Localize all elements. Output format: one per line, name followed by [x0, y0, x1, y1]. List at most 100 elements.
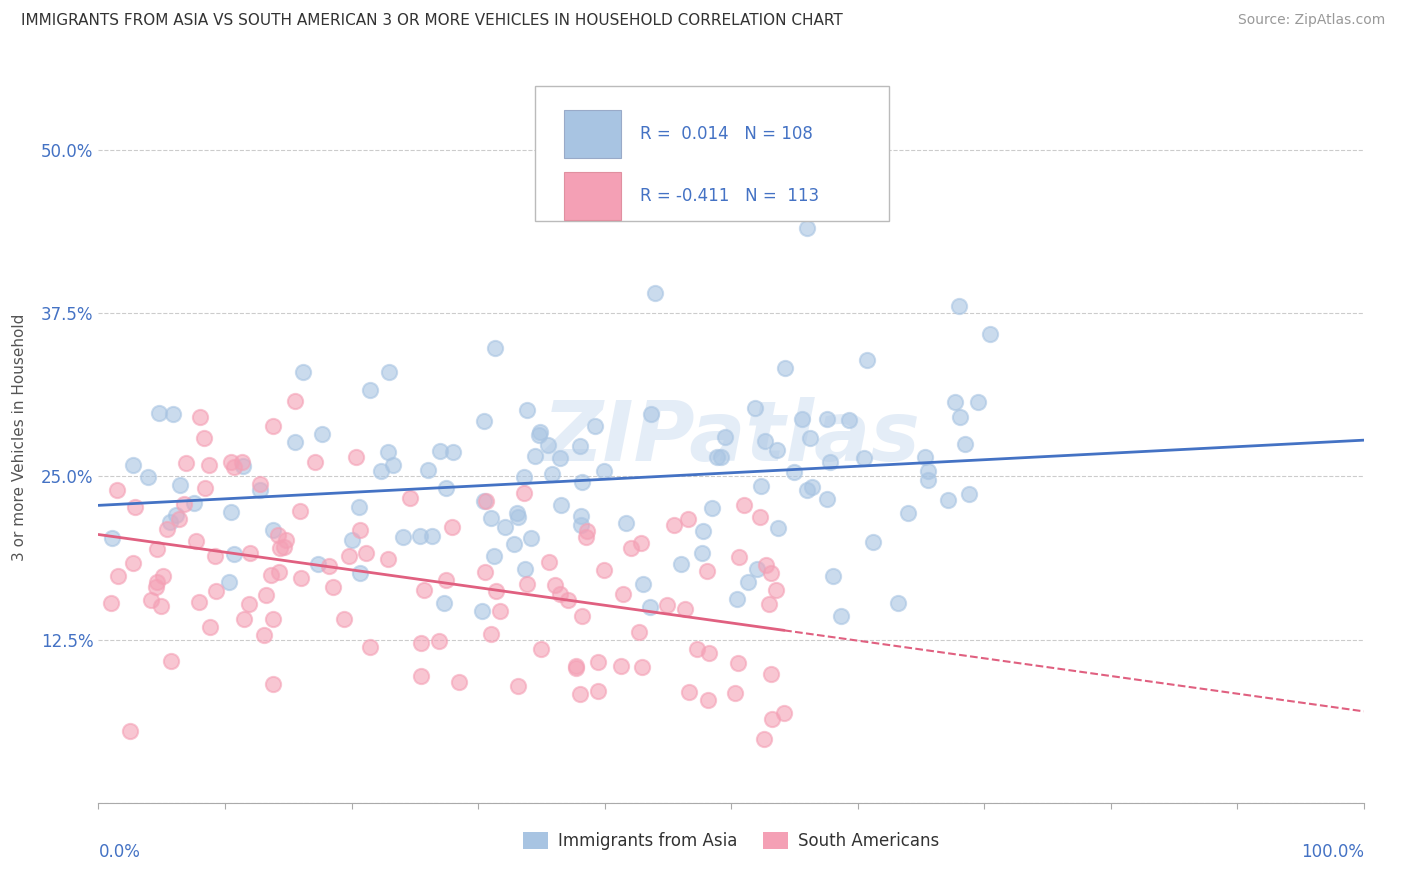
- Point: [565, 659, 588, 673]
- Text: R = -0.411   N =  113: R = -0.411 N = 113: [640, 187, 820, 205]
- Point: [284, 394, 307, 409]
- Point: [238, 597, 260, 611]
- Point: [586, 684, 609, 698]
- Point: [184, 533, 207, 548]
- Point: [564, 661, 586, 675]
- Point: [744, 401, 766, 415]
- Point: [232, 459, 254, 474]
- Y-axis label: 3 or more Vehicles in Household: 3 or more Vehicles in Household: [13, 313, 27, 561]
- Point: [239, 546, 262, 560]
- Point: [347, 500, 370, 515]
- Point: [506, 506, 529, 520]
- Point: [398, 491, 420, 505]
- Point: [474, 494, 496, 508]
- Point: [640, 407, 662, 421]
- Bar: [564, 172, 621, 219]
- Point: [513, 562, 536, 576]
- Point: [332, 612, 354, 626]
- Point: [167, 512, 190, 526]
- Point: [359, 384, 381, 398]
- Point: [105, 483, 128, 497]
- Point: [148, 406, 170, 420]
- Point: [725, 592, 748, 607]
- Text: 0.0%: 0.0%: [98, 843, 141, 861]
- Text: ZIPatlas: ZIPatlas: [543, 397, 920, 477]
- Point: [262, 612, 284, 626]
- Point: [471, 604, 494, 618]
- Text: Source: ZipAtlas.com: Source: ZipAtlas.com: [1237, 13, 1385, 28]
- Point: [790, 412, 813, 426]
- Point: [815, 491, 838, 506]
- Point: [382, 458, 405, 472]
- Point: [612, 587, 634, 601]
- Point: [583, 419, 606, 434]
- Point: [614, 516, 637, 530]
- Point: [224, 459, 246, 474]
- Point: [524, 449, 547, 463]
- Point: [936, 493, 959, 508]
- Point: [631, 660, 654, 674]
- Point: [569, 439, 592, 453]
- Point: [449, 675, 471, 690]
- Point: [815, 412, 838, 426]
- Point: [520, 531, 543, 545]
- Point: [747, 562, 769, 576]
- Point: [222, 547, 245, 561]
- Point: [538, 555, 561, 569]
- Point: [494, 520, 516, 534]
- Point: [249, 476, 271, 491]
- Point: [262, 524, 284, 538]
- Point: [765, 582, 787, 597]
- Point: [610, 659, 633, 673]
- Point: [474, 565, 496, 579]
- Point: [318, 558, 340, 573]
- Point: [149, 599, 172, 613]
- Point: [484, 342, 506, 356]
- Point: [219, 505, 242, 519]
- Point: [370, 464, 392, 478]
- Text: 100.0%: 100.0%: [1301, 843, 1364, 861]
- Point: [664, 518, 686, 533]
- Point: [267, 528, 290, 542]
- Point: [761, 712, 783, 726]
- Point: [276, 533, 298, 547]
- Point: [122, 458, 145, 472]
- Point: [724, 686, 747, 700]
- Point: [441, 520, 464, 534]
- Point: [733, 498, 755, 512]
- Point: [409, 669, 432, 683]
- Point: [917, 473, 939, 487]
- Point: [193, 431, 215, 445]
- Point: [593, 563, 616, 577]
- Point: [887, 596, 910, 610]
- Point: [506, 680, 529, 694]
- Point: [948, 300, 970, 314]
- Point: [262, 419, 284, 434]
- Point: [548, 451, 571, 466]
- Point: [354, 546, 377, 560]
- Point: [967, 395, 990, 409]
- Point: [754, 434, 776, 448]
- Point: [198, 458, 221, 473]
- Point: [576, 524, 599, 538]
- Point: [862, 535, 884, 549]
- Point: [122, 556, 145, 570]
- Point: [159, 515, 181, 529]
- Point: [823, 569, 845, 583]
- Point: [377, 552, 399, 566]
- Point: [761, 666, 783, 681]
- Point: [506, 510, 529, 524]
- Point: [897, 506, 920, 520]
- Point: [290, 571, 312, 585]
- Point: [800, 480, 823, 494]
- Point: [218, 574, 240, 589]
- Point: [569, 518, 592, 533]
- Point: [838, 413, 860, 427]
- Point: [434, 574, 457, 588]
- Point: [516, 576, 538, 591]
- Point: [165, 508, 187, 523]
- Point: [359, 640, 381, 654]
- Point: [630, 535, 652, 549]
- Point: [516, 403, 538, 417]
- Point: [852, 451, 875, 466]
